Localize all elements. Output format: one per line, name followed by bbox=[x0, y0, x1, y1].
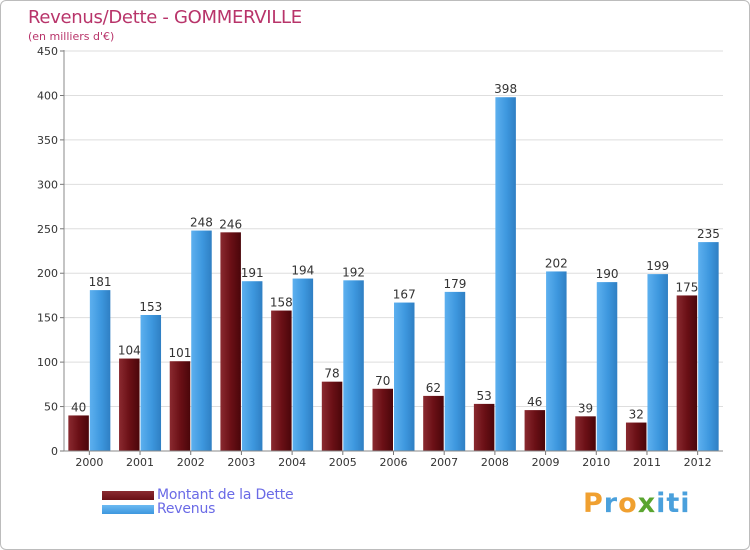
data-label-debt: 53 bbox=[476, 389, 491, 403]
logo-letter: i bbox=[680, 488, 691, 519]
data-label-debt: 40 bbox=[71, 400, 86, 414]
data-label-debt: 158 bbox=[270, 296, 293, 310]
x-tick-label: 2002 bbox=[177, 456, 205, 469]
data-label-debt: 78 bbox=[324, 367, 339, 381]
bar-debt bbox=[473, 403, 495, 451]
data-label-debt: 32 bbox=[629, 408, 644, 422]
bar-revenue bbox=[546, 271, 567, 451]
y-tick-label: 400 bbox=[37, 89, 58, 102]
legend-swatch-revenue bbox=[102, 504, 154, 514]
x-tick-label: 2007 bbox=[430, 456, 458, 469]
bar-revenue bbox=[394, 302, 415, 451]
logo-letter: r bbox=[603, 488, 619, 519]
bar-debt bbox=[119, 358, 140, 451]
bar-debt bbox=[271, 310, 292, 451]
y-tick-label: 0 bbox=[51, 445, 58, 458]
y-tick-label: 200 bbox=[37, 267, 58, 280]
bar-debt bbox=[169, 361, 191, 451]
bar-debt bbox=[625, 422, 647, 451]
x-tick-label: 2011 bbox=[633, 456, 661, 469]
chart-subtitle: (en milliers d'€) bbox=[28, 30, 115, 43]
bar-debt bbox=[220, 232, 241, 451]
bar-revenue bbox=[292, 278, 314, 451]
x-tick-label: 2009 bbox=[532, 456, 560, 469]
data-label-revenue: 248 bbox=[190, 216, 213, 230]
data-label-debt: 104 bbox=[118, 344, 141, 358]
data-label-debt: 175 bbox=[675, 280, 698, 294]
bar-revenue bbox=[191, 230, 212, 451]
x-tick-label: 2012 bbox=[684, 456, 712, 469]
data-label-revenue: 235 bbox=[697, 227, 720, 241]
data-label-revenue: 398 bbox=[494, 82, 517, 96]
y-tick-label: 250 bbox=[37, 223, 58, 236]
bar-debt bbox=[68, 415, 89, 451]
x-tick-label: 2003 bbox=[227, 456, 255, 469]
data-label-revenue: 194 bbox=[291, 264, 314, 278]
bar-revenue bbox=[444, 291, 466, 451]
bar-revenue bbox=[596, 282, 618, 451]
y-tick-label: 350 bbox=[37, 134, 58, 147]
data-label-debt: 46 bbox=[527, 395, 542, 409]
x-tick-label: 2008 bbox=[481, 456, 509, 469]
x-tick-label: 2004 bbox=[278, 456, 306, 469]
bar-revenue bbox=[140, 315, 162, 451]
chart-title: Revenus/Dette - GOMMERVILLE bbox=[28, 7, 302, 28]
y-tick-label: 450 bbox=[37, 45, 58, 58]
bar-revenue bbox=[495, 97, 516, 451]
logo-letter: i bbox=[656, 488, 667, 519]
data-label-revenue: 199 bbox=[646, 259, 669, 273]
logo-letter: x bbox=[637, 488, 657, 519]
x-tick-label: 2010 bbox=[582, 456, 610, 469]
logo-letter: P bbox=[583, 488, 604, 519]
y-tick-label: 150 bbox=[37, 312, 58, 325]
legend-item-revenue: Revenus bbox=[102, 501, 215, 517]
bar-debt bbox=[676, 295, 698, 451]
data-label-revenue: 191 bbox=[241, 266, 264, 280]
bar-revenue bbox=[647, 274, 668, 451]
bar-debt bbox=[321, 381, 343, 451]
x-tick-label: 2000 bbox=[75, 456, 103, 469]
data-label-revenue: 190 bbox=[596, 267, 619, 281]
bar-debt bbox=[423, 395, 444, 451]
data-label-debt: 246 bbox=[219, 217, 242, 231]
bar-debt bbox=[372, 388, 393, 451]
bar-debt bbox=[524, 410, 546, 451]
bar-revenue bbox=[89, 290, 111, 451]
logo-letter: t bbox=[666, 488, 681, 519]
data-label-debt: 39 bbox=[578, 401, 593, 415]
data-label-revenue: 192 bbox=[342, 265, 365, 279]
logo-letter: o bbox=[618, 488, 638, 519]
data-label-revenue: 179 bbox=[443, 277, 466, 291]
data-label-revenue: 167 bbox=[393, 288, 416, 302]
y-tick-label: 300 bbox=[37, 178, 58, 191]
data-label-revenue: 153 bbox=[139, 300, 162, 314]
data-label-revenue: 202 bbox=[545, 256, 568, 270]
bar-revenue bbox=[698, 242, 719, 451]
data-label-debt: 101 bbox=[169, 346, 192, 360]
x-tick-label: 2005 bbox=[329, 456, 357, 469]
bar-revenue bbox=[343, 280, 364, 451]
legend-item-debt: Montant de la Dette bbox=[102, 487, 294, 503]
legend-label-revenue: Revenus bbox=[157, 501, 216, 517]
data-label-debt: 62 bbox=[426, 381, 441, 395]
x-tick-label: 2006 bbox=[380, 456, 408, 469]
bar-debt bbox=[575, 416, 596, 451]
data-label-debt: 70 bbox=[375, 374, 390, 388]
legend-swatch-debt bbox=[102, 490, 154, 500]
y-tick-label: 50 bbox=[44, 401, 58, 414]
x-tick-label: 2001 bbox=[126, 456, 154, 469]
bar-revenue bbox=[241, 281, 263, 451]
proxiti-logo: Proxiti bbox=[583, 488, 691, 519]
legend-label-debt: Montant de la Dette bbox=[157, 487, 294, 503]
y-tick-label: 100 bbox=[37, 356, 58, 369]
data-label-revenue: 181 bbox=[89, 275, 112, 289]
